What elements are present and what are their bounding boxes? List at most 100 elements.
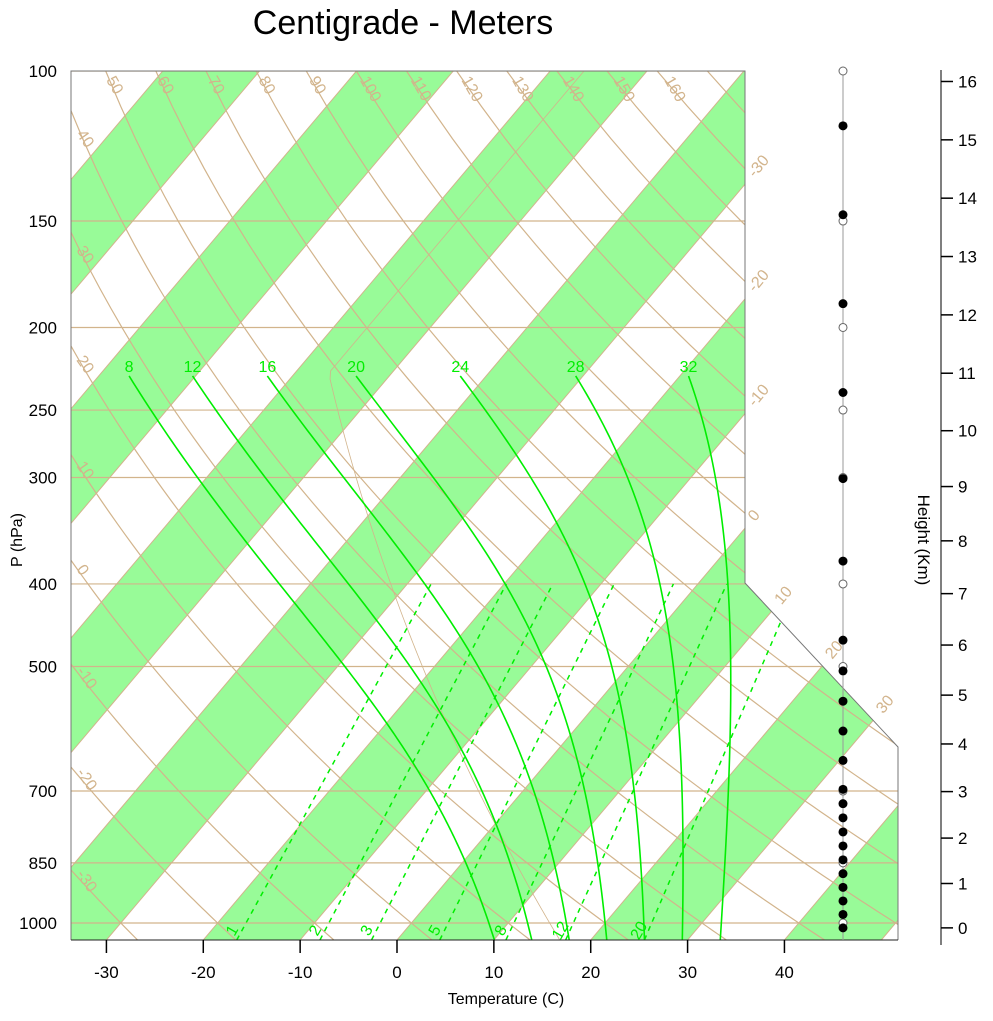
dry-adiabat-label: 90 — [305, 74, 329, 98]
dry-adiabat-label: 70 — [204, 74, 228, 98]
moist-adiabat-label: 24 — [451, 359, 469, 376]
height-tick-label: 8 — [958, 532, 967, 551]
height-marker — [838, 474, 848, 484]
temperature-tick-label: 40 — [775, 963, 794, 982]
pressure-tick-label: 250 — [29, 401, 57, 420]
height-marker — [838, 799, 848, 809]
height-markers — [838, 66, 848, 940]
dry-adiabat-line — [105, 71, 898, 940]
moist-adiabat-label: 32 — [680, 359, 698, 376]
dry-adiabat-line — [0, 71, 40, 941]
height-marker — [838, 635, 848, 645]
isotherm-label: 10 — [772, 583, 797, 608]
height-marker — [838, 882, 848, 892]
height-marker — [838, 896, 848, 906]
right-axis-title: Height (Km) — [914, 495, 933, 586]
temperature-tick-label: 0 — [392, 963, 401, 982]
moist-adiabat-label: 12 — [184, 359, 202, 376]
height-marker — [838, 666, 848, 676]
dry-adiabat-label: 60 — [153, 74, 177, 98]
dry-adiabat-line — [155, 71, 898, 940]
dry-adiabat-line — [71, 71, 532, 940]
moist-adiabat-label: 28 — [567, 359, 585, 376]
temperature-tick-label: 10 — [484, 963, 503, 982]
mixing-ratio-line — [370, 583, 554, 940]
height-tick-label: 14 — [958, 189, 977, 208]
dry-adiabat-line — [71, 71, 336, 940]
pressure-level-marker — [838, 66, 848, 76]
pressure-tick-label: 850 — [29, 854, 57, 873]
height-marker — [838, 388, 848, 398]
plot-border — [70, 70, 899, 940]
moist-adiabat-line — [355, 375, 608, 940]
height-marker — [838, 855, 848, 865]
moist-adiabat-line — [459, 375, 646, 940]
mixing-ratio-line — [439, 583, 615, 940]
height-tick-label: 15 — [958, 131, 977, 150]
height-tick-label: 7 — [958, 585, 967, 604]
height-tick-label: 3 — [958, 783, 967, 802]
height-marker — [838, 556, 848, 566]
dry-adiabat-line — [71, 71, 729, 940]
moist-adiabat-line — [574, 375, 684, 940]
height-tick-label: 1 — [958, 874, 967, 893]
height-marker — [838, 923, 848, 933]
dry-adiabat-line — [355, 71, 898, 940]
x-axis-title: Temperature (C) — [448, 991, 564, 1008]
isotherm-band — [71, 71, 455, 940]
height-tick-label: 4 — [958, 735, 967, 754]
height-tick-label: 5 — [958, 686, 967, 705]
pressure-tick-label: 150 — [29, 212, 57, 231]
height-tick-label: 2 — [958, 829, 967, 848]
height-marker — [838, 755, 848, 765]
mixing-ratio-line — [643, 583, 798, 940]
chart-title: Centigrade - Meters — [253, 4, 553, 42]
height-marker — [838, 726, 848, 736]
moist-adiabat-line — [687, 375, 732, 940]
moist-adiabat-label: 16 — [258, 359, 276, 376]
height-tick-label: 12 — [958, 306, 977, 325]
height-tick-label: 10 — [958, 422, 977, 441]
dry-adiabat-label: 160 — [660, 74, 688, 106]
pressure-tick-label: 200 — [29, 318, 57, 337]
pressure-level-marker — [838, 579, 848, 589]
height-tick-label: 9 — [958, 478, 967, 497]
mixing-ratio-label: 12 — [549, 919, 573, 943]
height-marker — [838, 696, 848, 706]
pressure-tick-label: 700 — [29, 782, 57, 801]
dry-adiabat-line — [71, 71, 238, 940]
dry-adiabat-line — [305, 71, 898, 940]
dry-adiabat-line — [71, 71, 827, 940]
dry-adiabat-line — [205, 71, 898, 940]
isotherm-band — [589, 71, 898, 940]
height-marker — [838, 784, 848, 794]
moist-adiabat-line — [266, 375, 571, 940]
plot-area — [0, 71, 993, 941]
height-tick-label: 13 — [958, 248, 977, 267]
dry-adiabat-line — [71, 71, 631, 940]
isotherm-label: 0 — [745, 507, 764, 525]
isotherm-label: 30 — [873, 692, 898, 717]
height-marker — [838, 909, 848, 919]
moist-adiabat-label: 20 — [347, 359, 365, 376]
pressure-tick-label: 100 — [29, 62, 57, 81]
dry-adiabat-label: 80 — [255, 74, 279, 98]
moist-adiabats — [128, 375, 732, 940]
isotherm-label: -10 — [745, 381, 773, 410]
moist-adiabat-label: 8 — [125, 359, 134, 376]
isotherm-band — [978, 71, 993, 940]
moist-adiabat-line — [128, 375, 496, 940]
pressure-tick-label: 400 — [29, 575, 57, 594]
y-axis-title: P (hPa) — [9, 513, 26, 567]
pressure-level-marker — [838, 322, 848, 332]
isotherm-bands — [0, 71, 993, 940]
dry-adiabat-line — [406, 71, 898, 940]
height-tick-label: 11 — [958, 364, 976, 383]
height-marker — [838, 841, 848, 851]
isotherm-band — [0, 71, 66, 940]
pressure-tick-label: 1000 — [19, 914, 57, 933]
height-marker — [838, 827, 848, 837]
isotherm-label: -20 — [745, 267, 773, 296]
